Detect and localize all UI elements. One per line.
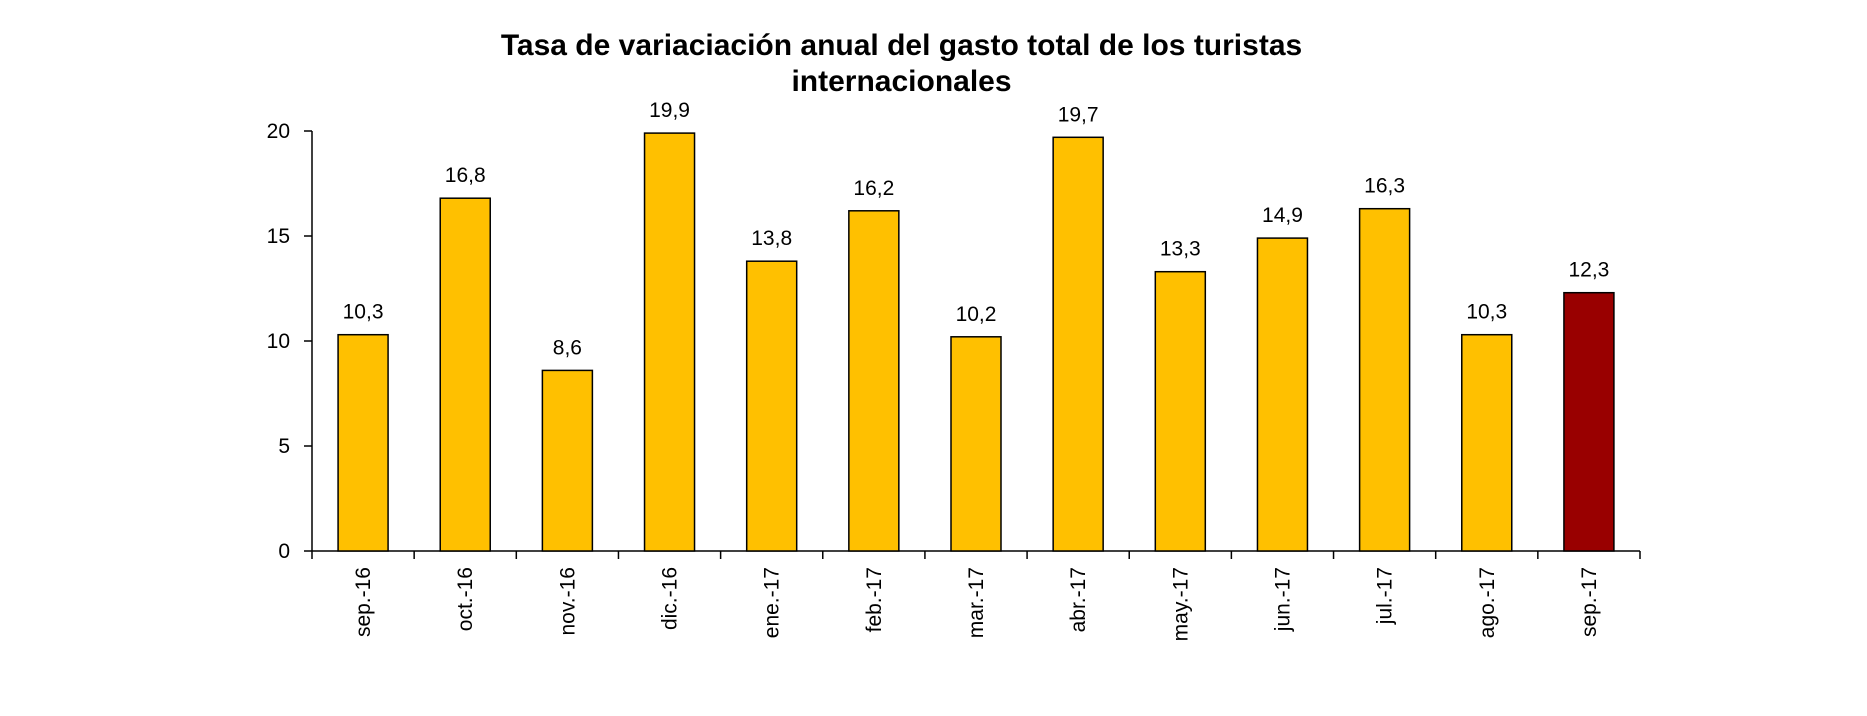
x-tick-label-nov.-16: nov.-16 <box>556 567 579 636</box>
x-tick-label-dic.-16: dic.-16 <box>659 567 682 630</box>
y-tick-label: 0 <box>278 540 290 563</box>
data-label-mar.-17: 10,2 <box>956 303 997 326</box>
bar-jul.-17 <box>1358 207 1411 552</box>
x-tick-label-abr.-17: abr.-17 <box>1067 567 1090 632</box>
x-tick-label-jul.-17: jul.-17 <box>1374 567 1397 625</box>
bar-jun.-17 <box>1256 237 1309 552</box>
data-label-jul.-17: 16,3 <box>1364 175 1405 198</box>
bar-abr.-17 <box>1052 136 1104 552</box>
bar-feb.-17 <box>848 210 900 552</box>
data-label-ago.-17: 10,3 <box>1466 301 1507 324</box>
x-tick-label-ene.-17: ene.-17 <box>761 567 784 638</box>
chart-title-line-1: Tasa de variaciación anual del gasto tot… <box>500 29 1303 62</box>
x-tick-label-feb.-17: feb.-17 <box>863 567 886 632</box>
bar-oct.-16 <box>439 197 491 552</box>
data-label-nov.-16: 8,6 <box>553 336 582 359</box>
bar-mar.-17 <box>950 336 1002 552</box>
data-label-sep.-16: 10,3 <box>343 301 384 324</box>
data-label-dic.-16: 19,9 <box>649 99 690 122</box>
bar-nov.-16 <box>541 369 594 552</box>
bar-dic.-16 <box>643 132 696 552</box>
x-tick-label-oct.-16: oct.-16 <box>454 567 477 631</box>
x-tick-label-mar.-17: mar.-17 <box>965 567 988 638</box>
data-label-oct.-16: 16,8 <box>445 164 486 187</box>
chart-title: Tasa de variaciación anual del gasto tot… <box>0 28 1803 100</box>
data-label-may.-17: 13,3 <box>1160 238 1201 261</box>
y-tick-label: 15 <box>267 225 290 248</box>
bar-may.-17 <box>1154 270 1207 552</box>
x-tick-label-sep.-17: sep.-17 <box>1578 567 1601 637</box>
bar-ene.-17 <box>745 260 798 552</box>
bar-sep.-17 <box>1563 291 1615 552</box>
data-label-feb.-17: 16,2 <box>853 177 894 200</box>
x-tick-label-jun.-17: jun.-17 <box>1271 567 1294 632</box>
chart-title-line-2: internacionales <box>791 65 1012 98</box>
x-tick-label-may.-17: may.-17 <box>1169 567 1192 641</box>
bar-ago.-17 <box>1461 333 1513 552</box>
data-label-ene.-17: 13,8 <box>751 227 792 250</box>
bar-sep.-16 <box>337 333 389 552</box>
x-tick-label-sep.-16: sep.-16 <box>352 567 375 637</box>
data-label-sep.-17: 12,3 <box>1568 259 1609 282</box>
y-tick-label: 10 <box>267 330 290 353</box>
data-label-jun.-17: 14,9 <box>1262 204 1303 227</box>
y-tick-label: 5 <box>278 435 290 458</box>
y-tick-label: 20 <box>267 120 290 143</box>
data-label-abr.-17: 19,7 <box>1058 103 1099 126</box>
x-tick-label-ago.-17: ago.-17 <box>1476 567 1499 638</box>
